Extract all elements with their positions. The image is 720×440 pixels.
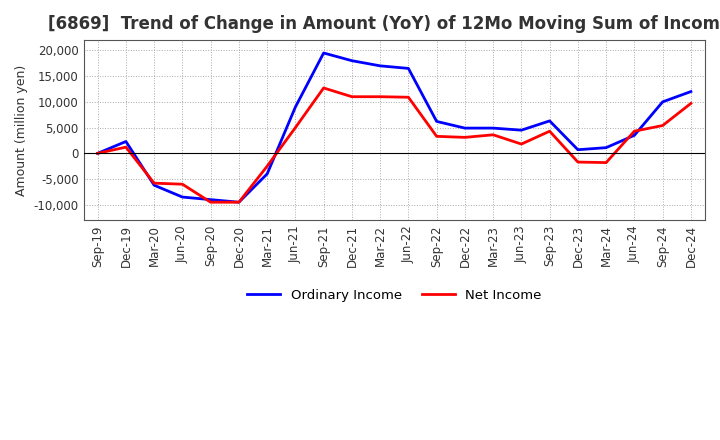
Line: Ordinary Income: Ordinary Income [98,53,691,202]
Net Income [320,85,328,91]
Ordinary Income [178,194,186,200]
Ordinary Income [122,139,130,144]
Net Income [517,141,526,147]
Ordinary Income [687,89,696,94]
Ordinary Income [263,171,271,176]
Ordinary Income [630,133,639,138]
Ordinary Income [150,183,158,188]
Line: Net Income: Net Income [98,88,691,202]
Net Income [545,128,554,134]
Ordinary Income [432,119,441,124]
Ordinary Income [94,150,102,156]
Net Income [489,132,498,137]
Ordinary Income [574,147,582,152]
Net Income [291,125,300,130]
Net Income [630,128,639,134]
Net Income [207,200,215,205]
Net Income [602,160,611,165]
Net Income [263,164,271,169]
Net Income [461,135,469,140]
Ordinary Income [489,125,498,131]
Net Income [178,182,186,187]
Ordinary Income [207,197,215,202]
Net Income [404,95,413,100]
Net Income [432,134,441,139]
Ordinary Income [291,104,300,110]
Ordinary Income [517,128,526,133]
Ordinary Income [404,66,413,71]
Net Income [235,200,243,205]
Legend: Ordinary Income, Net Income: Ordinary Income, Net Income [242,284,546,307]
Net Income [348,94,356,99]
Ordinary Income [545,118,554,124]
Ordinary Income [376,63,384,69]
Net Income [122,144,130,150]
Net Income [94,150,102,156]
Net Income [687,101,696,106]
Net Income [574,159,582,165]
Ordinary Income [235,200,243,205]
Title: [6869]  Trend of Change in Amount (YoY) of 12Mo Moving Sum of Incomes: [6869] Trend of Change in Amount (YoY) o… [48,15,720,33]
Y-axis label: Amount (million yen): Amount (million yen) [15,65,28,196]
Ordinary Income [348,58,356,63]
Net Income [376,94,384,99]
Ordinary Income [658,99,667,105]
Ordinary Income [461,125,469,131]
Ordinary Income [602,145,611,150]
Ordinary Income [320,50,328,55]
Net Income [658,123,667,128]
Net Income [150,180,158,186]
